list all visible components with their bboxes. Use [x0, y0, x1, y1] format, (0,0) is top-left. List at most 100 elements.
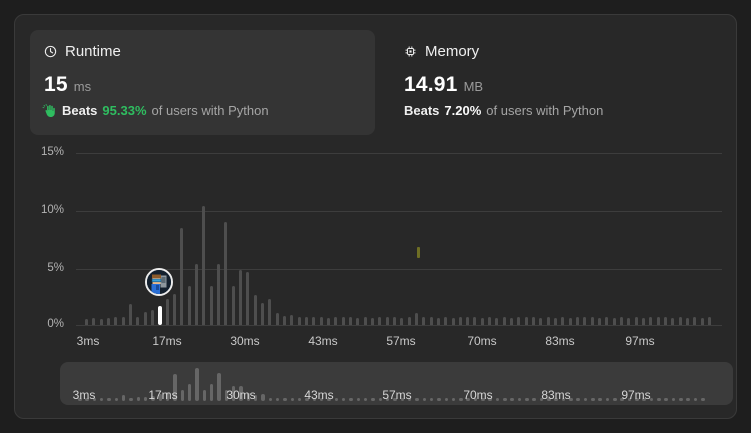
histogram-bar[interactable]	[458, 317, 462, 325]
histogram-bar[interactable]	[642, 318, 646, 325]
histogram-bar[interactable]	[583, 316, 587, 325]
histogram-bar[interactable]	[187, 285, 191, 325]
histogram-bar[interactable]	[99, 318, 103, 325]
histogram-bar[interactable]	[312, 316, 316, 325]
histogram-bar[interactable]	[238, 270, 242, 325]
histogram-bar[interactable]	[407, 316, 411, 325]
memory-card[interactable]: Memory 14.91 MB Beats 7.20% of users wit…	[390, 30, 720, 135]
histogram-bar[interactable]	[304, 317, 308, 325]
histogram-bar[interactable]	[502, 317, 506, 325]
histogram-bar[interactable]	[106, 318, 110, 325]
histogram-bar[interactable]	[194, 263, 198, 325]
histogram-bar[interactable]	[517, 317, 521, 325]
histogram-bar[interactable]	[378, 317, 382, 325]
histogram-bar[interactable]	[268, 299, 272, 325]
histogram-bar[interactable]	[275, 313, 279, 325]
histogram-bar[interactable]	[656, 316, 660, 325]
x-tick-label: 70ms	[467, 334, 497, 348]
histogram-bar[interactable]	[209, 285, 213, 325]
histogram-bar[interactable]	[114, 317, 118, 325]
histogram-bar[interactable]	[429, 317, 433, 325]
user-avatar-marker[interactable]	[145, 268, 173, 296]
brush-bar	[231, 385, 236, 401]
histogram-bar[interactable]	[671, 318, 675, 325]
histogram-bar[interactable]	[678, 317, 682, 325]
histogram-bar[interactable]	[216, 263, 220, 325]
histogram-bar[interactable]	[334, 317, 338, 325]
histogram-bar[interactable]	[143, 312, 147, 325]
histogram-bar[interactable]	[400, 318, 404, 325]
histogram-bar[interactable]	[231, 285, 235, 325]
histogram-bar[interactable]	[356, 318, 360, 325]
histogram-bar[interactable]	[554, 318, 558, 325]
histogram-bar[interactable]	[92, 318, 96, 325]
histogram-bar[interactable]	[370, 318, 374, 325]
histogram-bar[interactable]	[172, 293, 176, 325]
histogram-bar[interactable]	[590, 317, 594, 325]
histogram-bar[interactable]	[246, 271, 250, 325]
histogram-bar[interactable]	[319, 317, 323, 325]
brush-bar	[187, 384, 192, 401]
histogram-bar[interactable]	[180, 227, 184, 325]
histogram-bar[interactable]	[282, 315, 286, 325]
histogram-bar[interactable]	[488, 317, 492, 325]
histogram-bar[interactable]	[121, 316, 125, 325]
histogram-bar[interactable]	[253, 294, 257, 325]
histogram-bar[interactable]	[620, 317, 624, 325]
histogram-bar[interactable]	[700, 318, 704, 325]
histogram-bar[interactable]	[414, 313, 418, 325]
histogram-bar[interactable]	[495, 318, 499, 325]
histogram-bar[interactable]	[693, 317, 697, 325]
histogram-bar[interactable]	[568, 318, 572, 325]
histogram-bar[interactable]	[348, 317, 352, 325]
histogram-bar[interactable]	[510, 318, 514, 325]
histogram-bar[interactable]	[598, 318, 602, 325]
histogram-bar[interactable]	[451, 318, 455, 325]
histogram-bar[interactable]	[664, 317, 668, 325]
histogram-bar[interactable]	[297, 316, 301, 325]
histogram-bar[interactable]	[436, 318, 440, 325]
histogram-bar[interactable]	[422, 316, 426, 325]
histogram-bar[interactable]	[480, 318, 484, 325]
histogram-bar[interactable]	[136, 316, 140, 325]
histogram-bar[interactable]	[532, 317, 536, 325]
histogram-bar[interactable]	[224, 221, 228, 325]
histogram-bar[interactable]	[708, 317, 712, 325]
brush-bar	[422, 397, 426, 401]
histogram-bar[interactable]	[260, 302, 264, 325]
histogram-bar[interactable]	[165, 299, 169, 325]
brush-bar	[393, 397, 397, 401]
histogram-bar[interactable]	[290, 314, 294, 325]
histogram-bar[interactable]	[363, 317, 367, 325]
histogram-bar[interactable]	[561, 317, 565, 325]
histogram-bar[interactable]	[341, 316, 345, 325]
brush-bar	[158, 393, 163, 401]
histogram-bar[interactable]	[605, 317, 609, 325]
histogram-bar[interactable]	[612, 318, 616, 325]
histogram-bar[interactable]	[686, 318, 690, 325]
histogram-bar[interactable]	[466, 316, 470, 325]
histogram-bar[interactable]	[150, 309, 154, 325]
runtime-card[interactable]: Runtime 15 ms Beats 95.33% of users with…	[30, 30, 375, 135]
histogram-bar[interactable]	[649, 317, 653, 325]
brush-bar	[591, 397, 595, 401]
histogram-bar[interactable]	[539, 318, 543, 325]
histogram-bar[interactable]	[128, 304, 132, 325]
histogram-bar[interactable]	[326, 318, 330, 325]
histogram-bar[interactable]	[385, 316, 389, 325]
brush-bar	[495, 397, 500, 401]
histogram-bar[interactable]	[85, 318, 88, 325]
histogram-bar[interactable]	[546, 317, 550, 325]
histogram-bar[interactable]	[524, 316, 528, 325]
user-result-bar[interactable]	[157, 306, 162, 325]
histogram-bar[interactable]	[627, 318, 631, 325]
brush-bar	[92, 397, 97, 401]
chart-brush[interactable]: 3ms 17ms 30ms 43ms 57ms 70ms 83ms 97ms	[60, 362, 733, 405]
memory-title: Memory	[425, 43, 480, 60]
histogram-bar[interactable]	[444, 317, 448, 325]
histogram-bar[interactable]	[392, 317, 396, 325]
histogram-bar[interactable]	[473, 317, 477, 325]
histogram-bar[interactable]	[634, 317, 638, 325]
histogram-bar[interactable]	[202, 205, 206, 325]
histogram-bar[interactable]	[576, 317, 580, 325]
